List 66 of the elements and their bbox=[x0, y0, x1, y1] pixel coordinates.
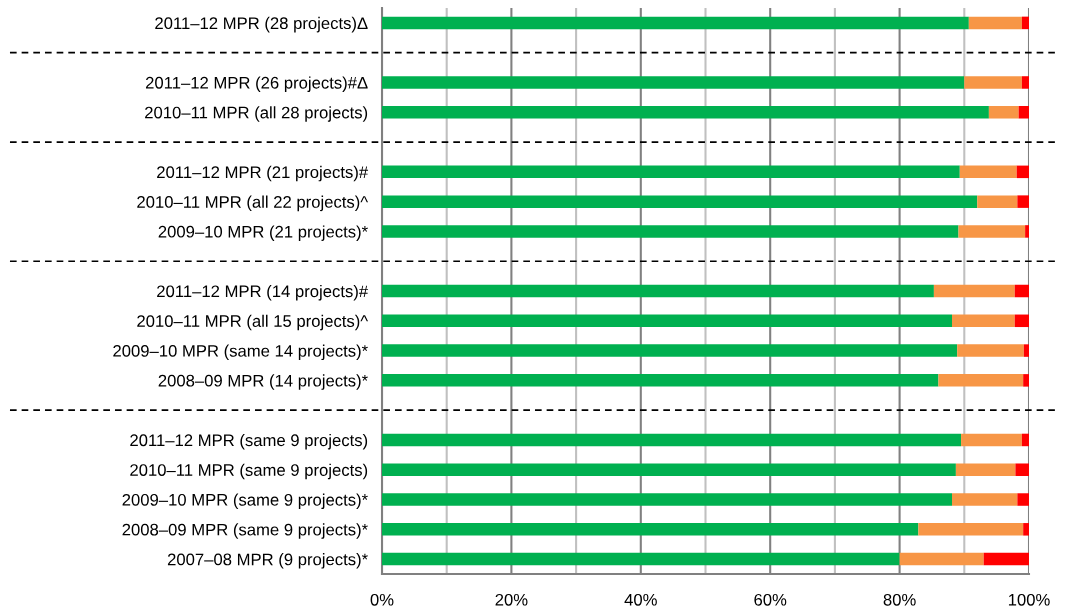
bar bbox=[1018, 106, 1029, 119]
bar bbox=[1021, 16, 1029, 30]
bar bbox=[382, 106, 989, 119]
bar bbox=[961, 433, 1022, 447]
y-tick-label: 2011–12 MPR (26 projects)#Δ bbox=[145, 76, 368, 92]
bar bbox=[955, 463, 1016, 476]
y-tick-label: 2009–10 MPR (same 14 projects)* bbox=[113, 344, 368, 361]
y-tick-label: 2011–12 MPR (same 9 projects) bbox=[130, 433, 368, 450]
bar bbox=[1017, 493, 1029, 506]
bar bbox=[1014, 284, 1029, 298]
bar bbox=[959, 165, 1017, 179]
y-tick-label: 2008–09 MPR (14 projects)* bbox=[158, 374, 368, 390]
bar bbox=[382, 314, 953, 328]
bar bbox=[964, 76, 1022, 89]
x-tick-label: 40% bbox=[624, 593, 657, 606]
bar bbox=[382, 433, 962, 447]
bar bbox=[983, 552, 1029, 566]
bar bbox=[382, 195, 978, 208]
bar bbox=[1016, 165, 1029, 179]
bar bbox=[382, 463, 956, 476]
bar bbox=[1023, 523, 1029, 536]
bar bbox=[988, 106, 1019, 119]
y-tick-label: 2011–12 MPR (21 projects)# bbox=[157, 165, 369, 182]
y-tick-label: 2009–10 MPR (same 9 projects)* bbox=[122, 493, 368, 510]
bar bbox=[938, 374, 1024, 387]
bar bbox=[918, 523, 1024, 536]
bar bbox=[1014, 314, 1029, 328]
bar bbox=[952, 493, 1018, 506]
bar bbox=[382, 374, 939, 387]
y-tick-label: 2010–11 MPR (all 22 projects)^ bbox=[137, 195, 369, 212]
bar bbox=[382, 284, 934, 298]
bar bbox=[1017, 195, 1029, 208]
bar bbox=[1023, 344, 1029, 357]
bar bbox=[1025, 225, 1029, 238]
bar bbox=[382, 225, 959, 238]
y-tick-label: 2009–10 MPR (21 projects)* bbox=[158, 225, 368, 241]
y-tick-label: 2010–11 MPR (all 15 projects)^ bbox=[137, 314, 369, 331]
bar bbox=[382, 552, 900, 566]
bar bbox=[382, 493, 953, 506]
bar bbox=[958, 225, 1026, 238]
y-tick-label: 2011–12 MPR (28 projects)Δ bbox=[155, 16, 368, 33]
bar bbox=[968, 16, 1022, 30]
y-tick-label: 2010–11 MPR (same 9 projects) bbox=[130, 463, 368, 480]
bar bbox=[933, 284, 1015, 298]
x-tick-label: 20% bbox=[495, 593, 528, 606]
bar bbox=[382, 165, 960, 179]
y-tick-label: 2010–11 MPR (all 28 projects) bbox=[145, 106, 368, 122]
x-tick-label: 0% bbox=[370, 593, 394, 606]
x-tick-label: 100% bbox=[1008, 593, 1050, 606]
bar bbox=[382, 523, 919, 536]
bar bbox=[382, 344, 958, 357]
y-tick-label: 2008–09 MPR (same 9 projects)* bbox=[122, 523, 368, 539]
y-tick-label: 2011–12 MPR (14 projects)# bbox=[157, 284, 369, 301]
bar bbox=[1015, 463, 1029, 476]
x-tick-label: 80% bbox=[883, 593, 916, 606]
x-tick-label: 60% bbox=[754, 593, 787, 606]
y-tick-label: 2007–08 MPR (9 projects)* bbox=[167, 553, 368, 569]
bar bbox=[899, 552, 984, 566]
bar bbox=[1021, 76, 1029, 89]
bar bbox=[1021, 433, 1029, 447]
bar bbox=[952, 314, 1015, 328]
bar bbox=[1023, 374, 1029, 387]
bar bbox=[957, 344, 1024, 357]
bar bbox=[382, 76, 965, 89]
bar bbox=[382, 16, 969, 30]
bar bbox=[977, 195, 1018, 208]
